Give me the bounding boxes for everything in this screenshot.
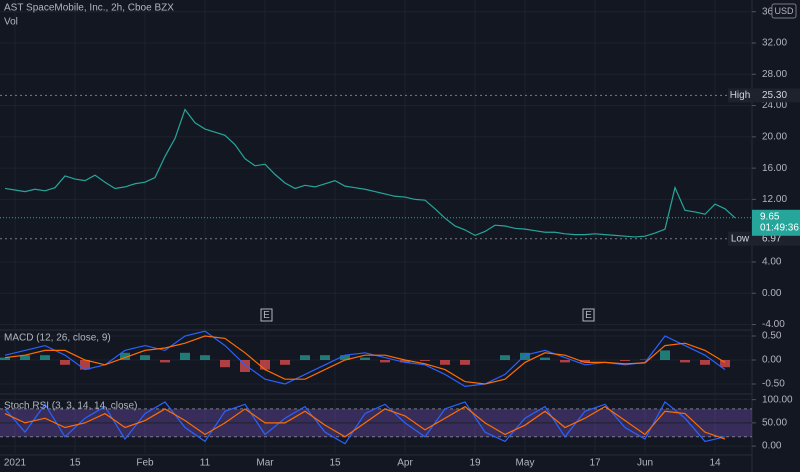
histogram-bar [140,355,150,360]
y-tick-label: -4.00 [762,319,785,330]
y-tick-label: 20.00 [762,131,787,142]
countdown: 01:49:36 [760,222,799,233]
histogram-bar [680,360,690,363]
x-tick-label: Feb [136,458,154,469]
x-tick-label: 17 [589,458,601,469]
x-tick-label: 19 [469,458,481,469]
x-tick-label: Apr [397,458,413,469]
earnings-marker-label[interactable]: E [263,310,270,321]
histogram-bar [60,360,70,365]
last-price: 9.65 [760,211,780,222]
histogram-bar [500,355,510,360]
high-badge [728,88,752,103]
y-tick-label: 4.00 [762,257,782,268]
volume-label: Vol [4,17,18,28]
earnings-marker[interactable] [260,308,273,322]
y-tick-label: 0.50 [762,331,782,342]
earnings-marker[interactable] [582,308,595,322]
histogram-bar [280,360,290,365]
y-tick-label: 50.00 [762,417,787,428]
low-label: Low [731,233,750,244]
histogram-bar [700,360,710,365]
price-line [4,108,736,238]
y-tick-label: 0.00 [762,355,782,366]
stoch-title: Stoch RSI (3, 3, 14, 14, close) [4,401,137,412]
high-label: High [730,90,751,101]
histogram-bar [200,355,210,360]
earnings-marker-label[interactable]: E [585,310,592,321]
histogram-bar [400,360,410,363]
x-tick-label: Mar [256,458,274,469]
histogram-bar [320,355,330,360]
y-tick-label: 100.00 [762,394,793,405]
histogram-bar [40,355,50,360]
histogram-bar [440,360,450,365]
x-tick-label: 11 [200,458,211,469]
histogram-bar [380,360,390,363]
low-badge [728,231,752,246]
chart-title: AST SpaceMobile, Inc., 2h, Cboe BZX [4,3,174,14]
histogram-bar [0,357,10,360]
y-tick-label: 32.00 [762,38,787,49]
y-tick-label: 24.00 [762,100,787,111]
x-tick-label: 15 [69,458,81,469]
y-tick-label: 0.00 [762,441,782,452]
histogram-bar [80,360,90,370]
y-tick-label: 0.00 [762,288,782,299]
x-tick-label: 14 [709,458,721,469]
histogram-bar [460,360,470,365]
stoch-line [4,405,726,440]
histogram-bar [360,357,370,360]
high-value: 25.30 [762,90,787,101]
histogram-bar [20,355,30,360]
histogram-bar [160,360,170,363]
y-tick-label: 28.00 [762,69,787,80]
histogram-bar [520,352,530,360]
histogram-bar [300,355,310,360]
y-tick-label: 12.00 [762,194,787,205]
x-tick-label: 2021 [4,458,27,469]
low-value: 6.97 [762,233,782,244]
histogram-bar [720,360,730,368]
x-tick-label: May [516,458,535,469]
macd-line [4,335,726,385]
x-tick-label: Jun [637,458,653,469]
x-tick-label: 15 [329,458,341,469]
histogram-bar [560,360,570,363]
stoch-line [4,401,726,445]
histogram-bar [660,350,670,360]
histogram-bar [180,352,190,360]
histogram-bar [580,360,590,363]
macd-title: MACD (12, 26, close, 9) [4,333,111,344]
histogram-bar [240,360,250,372]
histogram-bar [120,352,130,360]
histogram-bar [540,357,550,360]
y-tick-label: -0.50 [762,379,785,390]
last-price-box [752,209,800,236]
histogram-bar [420,360,430,361]
histogram-bar [340,355,350,360]
histogram-bar [260,360,270,370]
histogram-bar [220,360,230,368]
y-tick-label: 16.00 [762,163,787,174]
high-value-box [752,88,800,103]
histogram-bar [620,360,630,361]
currency-label[interactable]: USD [774,6,794,16]
currency-badge[interactable] [771,3,797,19]
